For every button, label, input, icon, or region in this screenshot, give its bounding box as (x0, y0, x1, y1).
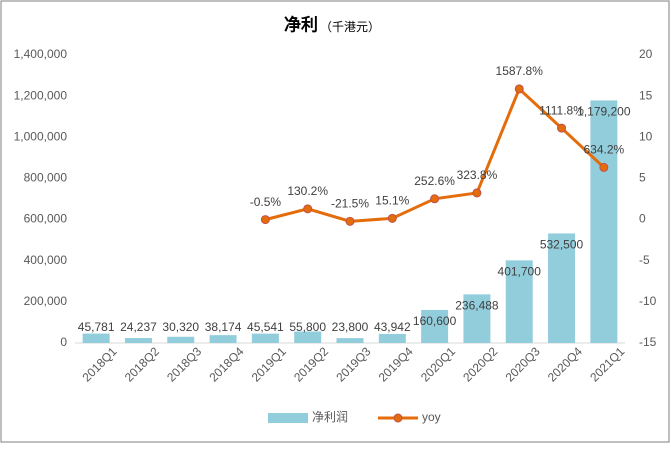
line-label: 634.2% (583, 143, 624, 157)
bar-label: 30,320 (162, 320, 199, 334)
line-marker (472, 188, 482, 198)
line-marker (303, 204, 313, 214)
bar-label: 43,942 (374, 320, 411, 334)
bar (294, 331, 322, 343)
bar (463, 294, 491, 343)
line-marker (514, 84, 524, 94)
line-label: 252.6% (414, 174, 455, 188)
line-label: 1111.8% (539, 103, 584, 117)
y-tick-label: 1,400,000 (14, 47, 68, 61)
bar (124, 338, 152, 343)
line-label: 1587.8% (496, 64, 544, 78)
y-tick-label: 1,000,000 (14, 129, 68, 143)
legend-swatch (393, 413, 403, 423)
chart-subtitle: （千港元） (320, 20, 380, 34)
bar (590, 100, 618, 343)
bar (548, 233, 576, 343)
bar-label: 24,237 (120, 320, 157, 334)
y2-tick-label: 20 (639, 47, 653, 61)
bar-label: 532,500 (540, 238, 584, 252)
y2-tick-label: 10 (639, 129, 653, 143)
line-label: 323.8% (457, 168, 498, 182)
y-tick-label: 1,200,000 (14, 88, 68, 102)
y-tick-label: 0 (60, 335, 67, 349)
bar-label: 236,488 (455, 299, 499, 313)
line-marker (387, 213, 397, 223)
line-marker (599, 162, 609, 172)
bar-label: 45,541 (247, 320, 284, 334)
bar (505, 260, 533, 343)
line-marker (260, 215, 270, 225)
bar-label: 38,174 (205, 320, 242, 334)
y2-tick-label: 0 (639, 212, 646, 226)
y2-tick-label: -10 (639, 294, 657, 308)
bar-label: 160,600 (413, 314, 457, 328)
line-marker (557, 123, 567, 133)
bar (82, 333, 110, 343)
y-tick-label: 800,000 (24, 171, 68, 185)
y-tick-label: 200,000 (24, 294, 68, 308)
chart-title: 净利 (284, 14, 318, 34)
bar-label: 401,700 (498, 265, 542, 279)
legend-swatch (268, 413, 308, 423)
legend-label: yoy (422, 410, 441, 424)
line-marker (430, 194, 440, 204)
bar-label: 23,800 (332, 320, 369, 334)
line-marker (345, 216, 355, 226)
y2-tick-label: 15 (639, 88, 653, 102)
bar (336, 338, 364, 343)
y-tick-label: 600,000 (24, 212, 68, 226)
line-label: 15.1% (375, 194, 409, 208)
y2-tick-label: -15 (639, 335, 657, 349)
bar (251, 333, 279, 343)
bar-label: 55,800 (289, 320, 326, 334)
bar-label: 1,179,200 (577, 105, 631, 119)
bar-label: 45,781 (78, 320, 115, 334)
bar (421, 309, 449, 343)
y2-tick-label: 5 (639, 171, 646, 185)
line-label: -21.5% (331, 197, 369, 211)
line-label: -0.5% (250, 195, 282, 209)
bar (378, 333, 406, 343)
legend-label: 净利润 (312, 410, 348, 424)
bar (167, 336, 195, 343)
bar (209, 335, 237, 343)
y-tick-label: 400,000 (24, 253, 68, 267)
line-label: 130.2% (287, 184, 328, 198)
y2-tick-label: -5 (639, 253, 650, 267)
